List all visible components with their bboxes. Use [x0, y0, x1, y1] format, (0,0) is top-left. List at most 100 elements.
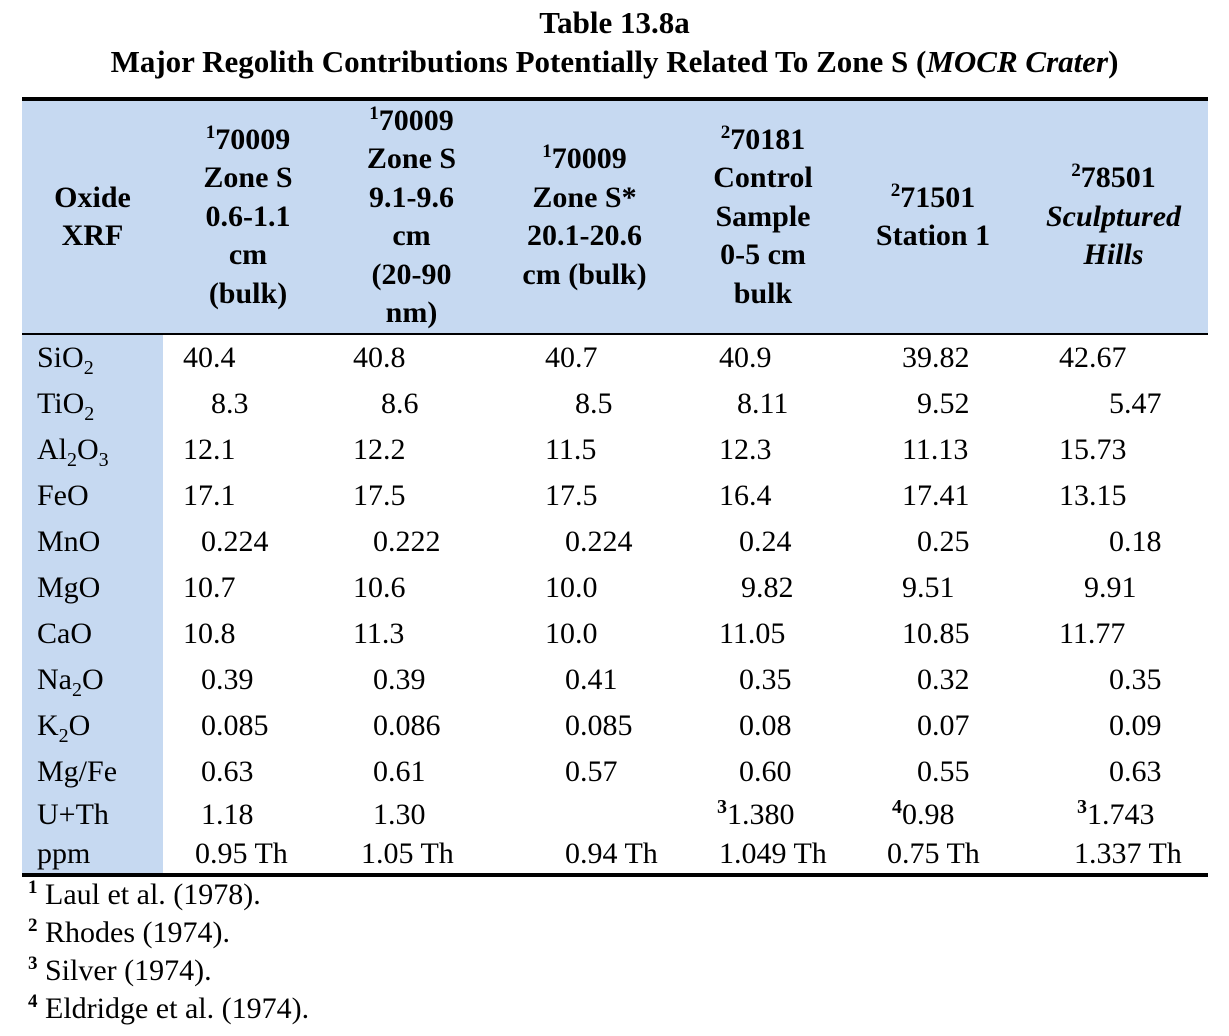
value-cell: 40.8	[353, 341, 406, 374]
oxide-cell: Al2O3	[22, 427, 163, 473]
value-cell: 0.61	[373, 755, 426, 788]
value-cell: 11.77	[1059, 617, 1126, 650]
value-cell: 17.1	[183, 479, 236, 512]
value-footnote-ref: 4	[892, 796, 902, 818]
value-cell: 9.91	[1084, 571, 1137, 604]
value-cell: 0.35	[739, 663, 792, 696]
value-cell: 0.75 Th	[847, 835, 1019, 877]
value-cell: 10.0	[545, 617, 598, 650]
header-line: 70009	[378, 103, 454, 137]
table-row: Mg/Fe 0.63 0.61 0.57 0.60 0.55 0.63	[22, 749, 1208, 795]
oxide-cell: TiO2	[22, 381, 163, 427]
value-cell: 10.8	[183, 617, 236, 650]
header-line: 71501	[900, 180, 976, 214]
header-line: Sculptured	[1045, 199, 1182, 233]
value-cell: 9.52	[917, 387, 970, 420]
value-cell: 9.51	[902, 571, 955, 604]
oxide-part: MgO	[37, 571, 101, 604]
value-cell: 15.73	[1059, 433, 1127, 466]
oxide-part: Al	[37, 433, 67, 466]
table-row: Na2O 0.39 0.39 0.41 0.35 0.32 0.35	[22, 657, 1208, 703]
oxide-cell: MnO	[22, 519, 163, 565]
column-header: 170009 Zone S* 20.1-20.6 cm (bulk)	[490, 97, 679, 335]
oxide-part: O	[62, 387, 85, 420]
value-cell: 0.35	[1109, 663, 1162, 696]
table-row: Al2O3 12.1 12.2 11.5 12.3 11.13 15.73	[22, 427, 1208, 473]
value-cell: 0.25	[917, 525, 970, 558]
footnote-text: Eldridge et al. (1974).	[37, 992, 310, 1025]
value-footnote-ref: 3	[1077, 796, 1087, 818]
header-line: Sample	[715, 199, 811, 233]
value-cell: 0.086	[373, 709, 441, 742]
oxide-part: O	[62, 341, 84, 374]
oxide-subscript: 2	[71, 679, 82, 701]
value-cell: 12.2	[353, 433, 406, 466]
column-header: Oxide XRF	[22, 97, 163, 335]
value-cell: 0.09	[1109, 709, 1162, 742]
table-row: SiO2 40.4 40.8 40.7 40.9 39.82 42.67	[22, 334, 1208, 381]
value-footnote-ref: 3	[717, 796, 727, 818]
ppm-label: ppm	[22, 835, 163, 877]
value-cell	[490, 795, 679, 835]
footnote: 3 Silver (1974).	[28, 952, 309, 990]
oxide-part: O	[68, 709, 91, 742]
table-body: SiO2 40.4 40.8 40.7 40.9 39.82 42.67 TiO2 8.3 8.6…	[22, 334, 1208, 877]
value-cell: 0.18	[1109, 525, 1162, 558]
header-line: Control	[713, 161, 813, 195]
oxide-cell: Mg/Fe	[22, 749, 163, 795]
oxide-part: FeO	[37, 479, 89, 512]
oxide-part: O	[81, 663, 104, 696]
header-line: 0-5 cm	[720, 238, 806, 272]
column-header: 170009 Zone S 0.6-1.1 cm (bulk)	[163, 97, 333, 335]
header-line: 70009	[551, 142, 627, 175]
value-cell: 0.39	[201, 663, 254, 696]
regolith-table: Oxide XRF 170009 Zone S 0.6-1.1 cm (bulk) 17000…	[22, 97, 1208, 877]
value-cell: 0.224	[565, 525, 633, 558]
value-text: 1.30	[373, 798, 426, 831]
value-cell: 10.7	[183, 571, 236, 604]
header-line: Zone S	[203, 161, 293, 195]
header-line: bulk	[733, 276, 793, 310]
oxide-part: Si	[37, 341, 63, 374]
table-row: MgO 10.7 10.6 10.0 9.82 9.51 9.91	[22, 565, 1208, 611]
oxide-cell: FeO	[22, 473, 163, 519]
oxide-part: Na	[37, 663, 72, 696]
value-cell: 0.07	[917, 709, 970, 742]
oxide-cell: CaO	[22, 611, 163, 657]
value-cell: 13.15	[1059, 479, 1127, 512]
table-row: K2O 0.085 0.086 0.085 0.08 0.07 0.09	[22, 703, 1208, 749]
value-cell: 11.13	[902, 433, 969, 466]
table-title: Table 13.8a	[539, 5, 690, 40]
value-cell: 11.5	[545, 433, 597, 466]
oxide-subscript: 3	[98, 449, 109, 471]
header-line: (20-90	[371, 257, 452, 291]
header-line: 70181	[730, 122, 806, 156]
value-cell: 8.11	[737, 387, 789, 420]
value-cell: 39.82	[902, 341, 970, 374]
value-cell: 0.08	[739, 709, 792, 742]
value-cell: 0.63	[1109, 755, 1162, 788]
value-cell: 0.63	[201, 755, 254, 788]
table-subtitle: Major Regolith Contributions Potentially…	[0, 44, 1229, 80]
value-cell: 11.05	[719, 617, 786, 650]
value-cell: 0.57	[565, 755, 618, 788]
value-text: 1.743	[1087, 798, 1155, 831]
header-line: 70009	[215, 122, 291, 156]
header-footnote-ref: 1	[205, 121, 216, 143]
value-cell: 8.3	[211, 387, 249, 420]
value-text: 1.18	[201, 798, 254, 831]
oxide-subscript: 2	[83, 357, 94, 379]
value-cell: 17.5	[353, 479, 406, 512]
value-text: 1.380	[727, 798, 795, 831]
footnote-text: Laul et al. (1978).	[37, 878, 261, 911]
value-cell: 10.0	[545, 571, 598, 604]
value-cell: 0.24	[739, 525, 792, 558]
value-cell: 11.3	[353, 617, 405, 650]
value-cell: 40.9	[719, 341, 772, 374]
oxide-part: MnO	[37, 525, 101, 558]
footnote: 1 Laul et al. (1978).	[28, 876, 309, 914]
oxide-cell: SiO2	[22, 334, 163, 381]
oxide-subscript: 2	[58, 725, 69, 747]
oxide-cell: K2O	[22, 703, 163, 749]
table-row: MnO 0.224 0.222 0.224 0.24 0.25 0.18	[22, 519, 1208, 565]
